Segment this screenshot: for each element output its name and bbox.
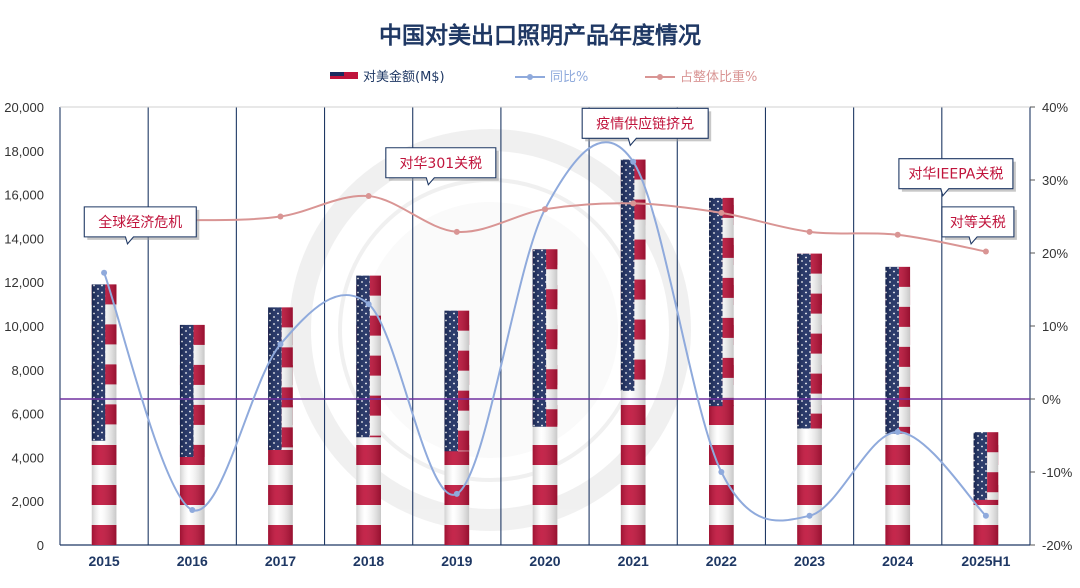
chart-title: 中国对美出口照明产品年度情况	[379, 22, 701, 49]
right-tick-label: 10%	[1042, 319, 1068, 334]
callout-text: 疫情供应链挤兑	[596, 115, 694, 132]
callout-text: 对等关税	[950, 214, 1006, 231]
share-line-point	[453, 228, 460, 235]
x-tick-label: 2024	[882, 553, 913, 569]
x-tick-label: 2020	[529, 553, 560, 569]
callout-box	[898, 158, 1014, 197]
yoy-line-point	[806, 512, 813, 519]
legend-item-yoy: 同比%	[515, 70, 588, 85]
left-tick-label: 8,000	[11, 363, 44, 378]
callout-box	[83, 206, 197, 246]
x-tick-label: 2018	[353, 553, 384, 569]
share-line-point	[982, 248, 989, 255]
bar	[620, 159, 646, 545]
bar-shading	[356, 275, 381, 545]
callout-text: 对华IEEPA关税	[908, 167, 1003, 183]
bar	[885, 266, 911, 545]
annotation-callout: 全球经济危机	[83, 206, 200, 246]
right-tick-label: 40%	[1042, 100, 1068, 115]
yoy-line-point	[277, 341, 284, 348]
yoy-line-point	[894, 428, 901, 435]
x-tick-label: 2025H1	[961, 553, 1010, 569]
x-tick-label: 2019	[441, 553, 472, 569]
bars	[91, 159, 999, 546]
yoy-line-point	[630, 158, 637, 165]
left-tick-label: 10,000	[4, 319, 44, 334]
legend-marker	[657, 74, 663, 80]
share-line-point	[542, 206, 548, 213]
bar	[532, 249, 558, 545]
bar	[91, 284, 117, 545]
x-tick-label: 2022	[706, 553, 737, 569]
right-tick-label: -10%	[1042, 465, 1073, 480]
share-line-point	[806, 228, 813, 235]
yoy-line-point	[365, 301, 372, 308]
yoy-line-point	[189, 506, 196, 513]
share-line-point	[277, 213, 284, 220]
bar	[179, 324, 205, 545]
right-tick-label: 30%	[1042, 173, 1068, 188]
callout-box	[385, 147, 497, 186]
bar-shading	[973, 432, 999, 545]
annotation-callout: 疫情供应链挤兑	[581, 107, 712, 147]
legend-item-bar: 对美金额(M$)	[330, 69, 445, 85]
legend: 对美金额(M$) 同比% 占整体比重%	[330, 69, 757, 85]
x-tick-label: 2016	[177, 553, 208, 569]
left-tick-label: 20,000	[4, 100, 44, 115]
bar-shading	[444, 310, 470, 545]
yoy-line-point	[453, 490, 460, 497]
right-tick-label: 20%	[1042, 246, 1068, 261]
x-tick-label: 2023	[794, 553, 825, 569]
left-axis: 0 2,000 4,000 6,000 8,000 10,000 12,000 14,000 1…	[4, 100, 44, 553]
bar-shading	[709, 197, 734, 545]
bar	[709, 197, 734, 545]
left-tick-label: 6,000	[11, 407, 44, 422]
x-tick-label: 2015	[89, 553, 120, 569]
bar	[356, 275, 381, 545]
annotation-callout: 对等关税	[941, 206, 1017, 246]
bar-shading	[620, 159, 646, 545]
share-line-point	[365, 193, 372, 200]
left-tick-label: 4,000	[11, 450, 44, 465]
left-tick-label: 2,000	[11, 494, 44, 509]
annotation-callout: 对华IEEPA关税	[898, 158, 1016, 197]
bar	[268, 307, 293, 545]
left-tick-label: 0	[37, 538, 44, 553]
bar-shading	[532, 249, 558, 545]
share-line-point	[718, 209, 725, 216]
x-axis: 2015 2016 2017 2018 2019 2020 2021 2022 2023 2024…	[89, 553, 1011, 569]
left-tick-label: 12,000	[4, 275, 44, 290]
left-tick-label: 16,000	[4, 188, 44, 203]
lines	[101, 141, 989, 522]
x-tick-label: 2021	[618, 553, 649, 569]
legend-swatch-canton	[330, 72, 344, 76]
annotation-callout: 对华301关税	[385, 147, 499, 186]
share-line-point	[630, 200, 637, 207]
right-tick-label: 0%	[1042, 392, 1061, 407]
legend-label: 占整体比重%	[680, 69, 757, 85]
yoy-line-point	[982, 512, 989, 519]
right-axis: -20% -10% 0% 10% 20% 30% 40%	[1030, 100, 1073, 553]
legend-label: 同比%	[550, 70, 588, 85]
left-tick-label: 14,000	[4, 231, 44, 246]
callout-text: 对华301关税	[399, 156, 482, 172]
callout-text: 全球经济危机	[98, 214, 182, 231]
legend-marker	[527, 74, 533, 80]
left-tick-label: 18,000	[4, 144, 44, 159]
bar	[973, 432, 999, 545]
yoy-line-point	[718, 469, 725, 475]
yoy-line-point	[101, 269, 108, 276]
legend-label: 对美金额(M$)	[363, 69, 445, 85]
callout-box	[941, 206, 1015, 246]
x-tick-label: 2017	[265, 553, 296, 569]
right-tick-label: -20%	[1042, 538, 1073, 553]
bar	[444, 310, 470, 545]
legend-item-share: 占整体比重%	[645, 69, 757, 85]
bar-shading	[885, 266, 911, 545]
share-line-point	[894, 231, 901, 238]
bar-shading	[91, 284, 117, 545]
callout-box	[581, 107, 709, 147]
